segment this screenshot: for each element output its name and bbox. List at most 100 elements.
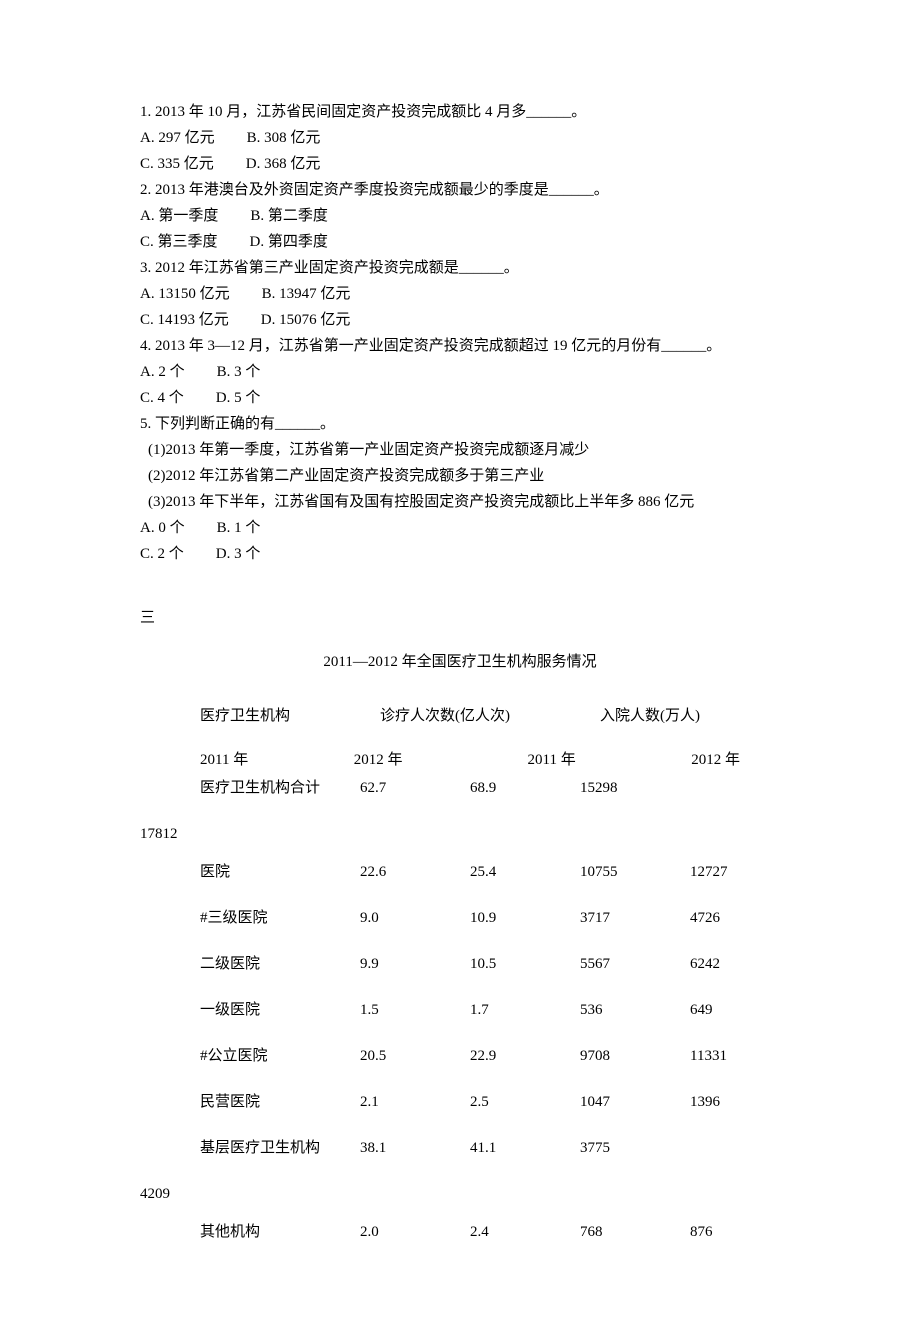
cell: 9.9 [360, 952, 470, 976]
cell: 68.9 [470, 776, 580, 800]
wrapped-cell: 17812 [140, 822, 780, 846]
option-row: A. 0 个 B. 1 个 [140, 516, 780, 540]
option: A. 13150 亿元 [140, 282, 230, 306]
row-label: 一级医院 [200, 998, 360, 1022]
year-2011-a: 2011 年 [200, 748, 350, 772]
cell: 768 [580, 1220, 690, 1244]
cell: 41.1 [470, 1136, 580, 1160]
option-row: C. 14193 亿元 D. 15076 亿元 [140, 308, 780, 332]
cell: 536 [580, 998, 690, 1022]
option-row: A. 13150 亿元 B. 13947 亿元 [140, 282, 780, 306]
row-label: 二级医院 [200, 952, 360, 976]
questions-block: 1. 2013 年 10 月，江苏省民间固定资产投资完成额比 4 月多_____… [140, 100, 780, 566]
table-year-headers: 2011 年 2012 年 2011 年 2012 年 [200, 748, 780, 772]
year-2011-b: 2011 年 [528, 748, 688, 772]
table-row: #三级医院9.010.937174726 [200, 906, 780, 930]
cell: 2.4 [470, 1220, 580, 1244]
option-row: C. 4 个 D. 5 个 [140, 386, 780, 410]
cell: 3717 [580, 906, 690, 930]
cell: 2.1 [360, 1090, 470, 1114]
table-body: 医疗卫生机构合计62.768.91529817812医院22.625.41075… [200, 776, 780, 1244]
cell: 1.7 [470, 998, 580, 1022]
option: D. 第四季度 [250, 230, 328, 254]
col-group-1: 医疗卫生机构 [200, 704, 380, 728]
option-row: A. 2 个 B. 3 个 [140, 360, 780, 384]
option: C. 第三季度 [140, 230, 218, 254]
table-row: 医院22.625.41075512727 [200, 860, 780, 884]
cell: 1.5 [360, 998, 470, 1022]
question-stem: 1. 2013 年 10 月，江苏省民间固定资产投资完成额比 4 月多_____… [140, 100, 780, 124]
cell: 2.5 [470, 1090, 580, 1114]
cell: 38.1 [360, 1136, 470, 1160]
option: A. 2 个 [140, 360, 185, 384]
year-2012-a: 2012 年 [354, 748, 524, 772]
row-label: 医疗卫生机构合计 [200, 776, 360, 800]
cell: 62.7 [360, 776, 470, 800]
col-group-3: 入院人数(万人) [600, 704, 780, 728]
option: B. 13947 亿元 [262, 282, 351, 306]
row-label: 医院 [200, 860, 360, 884]
cell: 10.5 [470, 952, 580, 976]
question-stem: 4. 2013 年 3—12 月，江苏省第一产业固定资产投资完成额超过 19 亿… [140, 334, 780, 358]
row-label: 民营医院 [200, 1090, 360, 1114]
option: B. 308 亿元 [247, 126, 321, 150]
cell: 9.0 [360, 906, 470, 930]
year-2012-b: 2012 年 [691, 748, 740, 772]
option: D. 5 个 [216, 386, 261, 410]
option: C. 14193 亿元 [140, 308, 229, 332]
question-sub: (1)2013 年第一季度，江苏省第一产业固定资产投资完成额逐月减少 [148, 438, 780, 462]
option: D. 15076 亿元 [261, 308, 351, 332]
option: C. 4 个 [140, 386, 184, 410]
cell: 1396 [690, 1090, 780, 1114]
cell: 20.5 [360, 1044, 470, 1068]
cell: 22.9 [470, 1044, 580, 1068]
option: D. 3 个 [216, 542, 261, 566]
option: B. 1 个 [217, 516, 261, 540]
cell: 22.6 [360, 860, 470, 884]
data-table: 医疗卫生机构 诊疗人次数(亿人次) 入院人数(万人) 2011 年 2012 年… [200, 704, 780, 1244]
wrapped-cell: 4209 [140, 1182, 780, 1206]
option: B. 第二季度 [250, 204, 328, 228]
table-row: #公立医院20.522.9970811331 [200, 1044, 780, 1068]
table-row: 其他机构2.02.4768876 [200, 1220, 780, 1244]
option-row: A. 297 亿元 B. 308 亿元 [140, 126, 780, 150]
cell: 4726 [690, 906, 780, 930]
table-row: 二级医院9.910.555676242 [200, 952, 780, 976]
option: B. 3 个 [217, 360, 261, 384]
cell: 11331 [690, 1044, 780, 1068]
option: A. 第一季度 [140, 204, 218, 228]
cell: 876 [690, 1220, 780, 1244]
option-row: A. 第一季度 B. 第二季度 [140, 204, 780, 228]
section-label: 三 [140, 606, 780, 630]
cell: 9708 [580, 1044, 690, 1068]
cell: 1047 [580, 1090, 690, 1114]
question-stem: 2. 2013 年港澳台及外资固定资产季度投资完成额最少的季度是______。 [140, 178, 780, 202]
cell: 12727 [690, 860, 780, 884]
col-group-2: 诊疗人次数(亿人次) [380, 704, 600, 728]
option: C. 335 亿元 [140, 152, 214, 176]
table-row: 一级医院1.51.7536649 [200, 998, 780, 1022]
table-row: 医疗卫生机构合计62.768.915298 [200, 776, 780, 800]
cell: 10755 [580, 860, 690, 884]
cell: 15298 [580, 776, 690, 800]
option: A. 297 亿元 [140, 126, 215, 150]
table-row: 民营医院2.12.510471396 [200, 1090, 780, 1114]
cell: 25.4 [470, 860, 580, 884]
table-row: 基层医疗卫生机构38.141.13775 [200, 1136, 780, 1160]
cell: 649 [690, 998, 780, 1022]
option: A. 0 个 [140, 516, 185, 540]
row-label: 基层医疗卫生机构 [200, 1136, 360, 1160]
row-label: 其他机构 [200, 1220, 360, 1244]
option: C. 2 个 [140, 542, 184, 566]
question-sub: (3)2013 年下半年，江苏省国有及国有控股固定资产投资完成额比上半年多 88… [148, 490, 780, 514]
row-label: #三级医院 [200, 906, 360, 930]
option: D. 368 亿元 [246, 152, 321, 176]
option-row: C. 2 个 D. 3 个 [140, 542, 780, 566]
question-stem: 3. 2012 年江苏省第三产业固定资产投资完成额是______。 [140, 256, 780, 280]
cell: 10.9 [470, 906, 580, 930]
question-stem: 5. 下列判断正确的有______。 [140, 412, 780, 436]
cell: 5567 [580, 952, 690, 976]
table-title: 2011—2012 年全国医疗卫生机构服务情况 [140, 650, 780, 674]
table-group-headers: 医疗卫生机构 诊疗人次数(亿人次) 入院人数(万人) [200, 704, 780, 728]
cell: 3775 [580, 1136, 690, 1160]
